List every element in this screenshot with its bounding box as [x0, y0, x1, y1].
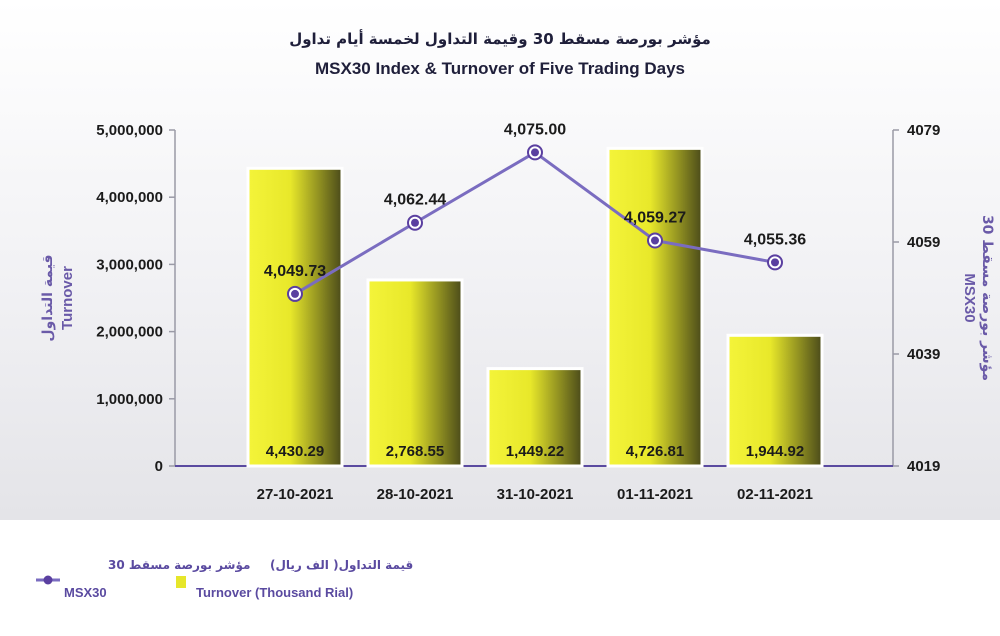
turnover-bar — [366, 278, 464, 468]
left-axis-title-ar: قيمة التداول — [40, 254, 56, 341]
right-axis-title: MSX30 — [961, 273, 978, 322]
left-tick-label: 5,000,000 — [96, 122, 163, 139]
legend-label-msx30: MSX30 — [64, 585, 107, 600]
turnover-bar-label: 4,430.29 — [266, 443, 324, 460]
x-axis-category-label: 01-11-2021 — [617, 486, 693, 503]
legend-item-turnover: قيمة التداول( الف ريال) Turnover (Thousa… — [176, 558, 413, 600]
turnover-bar — [726, 333, 824, 468]
turnover-bar-label: 1,449.22 — [506, 443, 564, 460]
left-tick-label: 4,000,000 — [96, 189, 163, 206]
turnover-bar — [246, 166, 344, 468]
legend-label-turnover-ar: قيمة التداول( الف ريال) — [270, 558, 413, 573]
turnover-bar-label: 4,726.81 — [626, 443, 684, 460]
chart-title: MSX30 Index & Turnover of Five Trading D… — [315, 59, 685, 78]
left-tick-label: 0 — [155, 458, 163, 475]
legend-label-msx30-ar: مؤشر بورصة مسقط 30 — [108, 558, 250, 573]
turnover-bar — [486, 367, 584, 468]
msx30-point-label: 4,059.27 — [624, 209, 686, 226]
msx30-point-center — [651, 236, 659, 245]
x-axis-category-label: 02-11-2021 — [737, 486, 813, 503]
left-tick-label: 1,000,000 — [96, 391, 163, 408]
msx30-point-center — [771, 258, 779, 267]
legend-bar-swatch — [176, 576, 186, 588]
turnover-bar-label: 2,768.55 — [386, 443, 444, 460]
msx30-point-label: 4,055.36 — [744, 231, 806, 248]
msx30-point-center — [411, 218, 419, 227]
legend-item-msx30: مؤشر بورصة مسقط 30 MSX30 — [36, 558, 250, 600]
msx30-point-label: 4,049.73 — [264, 263, 326, 280]
left-tick-label: 3,000,000 — [96, 256, 163, 273]
msx30-point-center — [531, 148, 539, 157]
left-axis-title: Turnover — [59, 266, 76, 330]
x-axis-category-label: 28-10-2021 — [377, 486, 454, 503]
right-tick-label: 4079 — [907, 122, 940, 139]
turnover-bars: 4,430.29 2,768.55 1,449.22 4,726.81 1,944.92 — [246, 146, 824, 468]
legend: مؤشر بورصة مسقط 30 MSX30 قيمة التداول( ا… — [36, 558, 413, 600]
x-axis-categories: 27-10-2021 28-10-2021 31-10-2021 01-11-2021… — [257, 486, 813, 503]
right-tick-label: 4019 — [907, 458, 940, 475]
x-axis-category-label: 31-10-2021 — [497, 486, 574, 503]
turnover-bar — [606, 146, 704, 468]
chart-title-ar: مؤشر بورصة مسقط 30 وقيمة التداول لخمسة أ… — [289, 29, 711, 48]
left-tick-label: 2,000,000 — [96, 324, 163, 341]
msx30-point-label: 4,075.00 — [504, 121, 566, 138]
msx30-point-label: 4,062.44 — [384, 192, 446, 209]
x-axis-category-label: 27-10-2021 — [257, 486, 334, 503]
msx30-line-series: 4,049.73 4,062.44 4,075.00 4,059.27 4,055.36 — [264, 121, 806, 302]
right-tick-label: 4059 — [907, 234, 940, 251]
right-axis-title-ar: مؤشر بورصة مسقط 30 — [979, 215, 995, 381]
legend-label-turnover: Turnover (Thousand Rial) — [196, 585, 353, 600]
turnover-bar-label: 1,944.92 — [746, 443, 804, 460]
left-axis-ticks: 0 1,000,000 2,000,000 3,000,000 4,000,000 5,0… — [96, 122, 175, 475]
legend-marker — [43, 575, 53, 585]
msx30-point-center — [291, 289, 299, 298]
right-axis-ticks: 4019 4039 4059 4079 — [893, 122, 940, 475]
right-tick-label: 4039 — [907, 346, 940, 363]
